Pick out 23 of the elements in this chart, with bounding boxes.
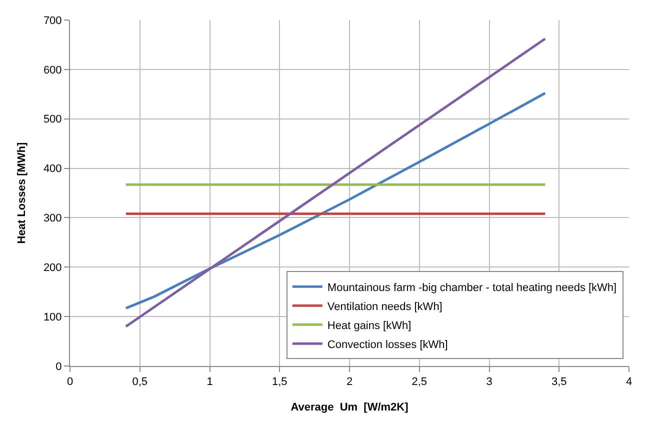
y-tick-label: 300 xyxy=(43,212,62,225)
y-axis-title: Heat Losses [MWh] xyxy=(16,142,28,244)
y-tick-label: 600 xyxy=(43,64,62,76)
x-tick-label: 4 xyxy=(626,376,632,388)
x-tick-label: 2 xyxy=(346,376,353,388)
x-tick-label: 3,5 xyxy=(551,376,567,388)
y-tick-label: 100 xyxy=(43,311,62,324)
y-tick-label: 0 xyxy=(56,360,62,373)
legend-label: Convection losses [kWh] xyxy=(327,338,448,351)
legend-label: Mountainous farm -big chamber - total heating needs [kWh] xyxy=(327,282,617,294)
x-axis-title: Average Um [W/m2K] xyxy=(290,401,409,414)
x-tick-label: 3 xyxy=(486,376,492,388)
legend-label: Ventilation needs [kWh] xyxy=(327,300,442,313)
y-tick-label: 400 xyxy=(43,163,62,176)
x-tick-label: 2,5 xyxy=(412,376,428,388)
legend-label: Heat gains [kWh] xyxy=(327,320,412,332)
x-tick-label: 0,5 xyxy=(132,376,148,388)
y-tick-label: 700 xyxy=(43,14,62,27)
y-tick-label: 200 xyxy=(43,262,62,274)
x-tick-label: 1,5 xyxy=(272,376,288,388)
x-tick-label: 1 xyxy=(206,376,213,388)
y-tick-label: 500 xyxy=(43,114,62,126)
x-tick-label: 0 xyxy=(66,376,74,388)
